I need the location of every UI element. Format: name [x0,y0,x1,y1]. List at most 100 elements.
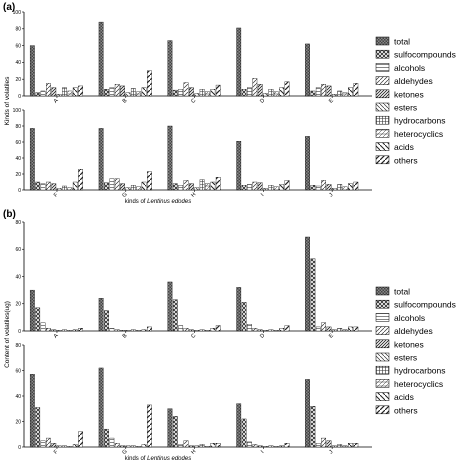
bar-aldehydes-C [183,82,189,97]
legend-label: esters [394,353,417,363]
legend-label: heterocyclics [394,129,443,139]
bar-heterocyclics-F [67,187,73,191]
bar-hydrocarbons-C [199,329,205,332]
bar-total-J [305,379,310,448]
bar-others-H [215,443,221,448]
bar-hydrocarbons-G [130,445,136,448]
bar-acids-H [210,443,216,448]
legend-swatch-acids [375,392,390,401]
bar-ketones-F [51,183,57,191]
bar-ketones-A [51,329,57,332]
bar-hydrocarbons-B [130,329,136,332]
bar-esters-E [331,94,337,97]
bar-heterocyclics-F [67,446,73,448]
bar-ketones-I [257,445,263,448]
bar-aldehydes-A [46,83,51,97]
bar-hydrocarbons-B [130,88,136,97]
y-tick-label: 0 [18,94,21,100]
bar-sulfocompounds-C [172,299,178,332]
bar-alcohols-C [178,89,184,97]
bar-alcohols-G [109,437,115,448]
bar-ketones-I [257,182,263,191]
legend-swatch-aldehydes [375,76,390,85]
bar-acids-E [348,87,353,97]
bar-others-D [284,325,290,332]
bar-heterocyclics-B [136,91,142,97]
x-axis-label-prefix: kinds of [125,199,147,205]
legend-swatch-esters [375,102,390,112]
bar-total-H [167,408,173,448]
bar-aldehydes-B [114,84,120,97]
bar-others-G [147,404,152,448]
y-tick-label: 40 [15,274,21,280]
y-tick-label: 0 [18,445,21,451]
x-axis-label: kinds of Lentinus edodes [125,456,191,462]
bar-alcohols-F [40,183,46,191]
bar-total-G [98,128,104,191]
bar-total-B [98,298,104,332]
bar-ketones-B [120,330,125,332]
bar-others-A [78,85,84,97]
bar-alcohols-I [247,441,252,448]
bar-acids-E [348,326,353,332]
y-tick-label: 100 [13,10,22,16]
bar-total-C [167,281,173,332]
bar-alcohols-H [178,185,184,191]
bar-aldehydes-G [114,443,120,448]
y-tick-label: 20 [15,302,21,308]
x-tick-label: H [190,192,197,199]
bar-sulfocompounds-J [310,406,316,448]
bar-hydrocarbons-G [130,185,136,191]
bar-esters-D [263,93,268,97]
bar-sulfocompounds-I [241,418,247,448]
bar-sulfocompounds-F [35,181,41,191]
bar-aldehydes-E [321,84,327,97]
y-tick-label: 20 [15,172,21,178]
x-tick-label: D [259,98,266,105]
bar-hydrocarbons-I [268,185,274,191]
bar-ketones-H [189,445,194,448]
bar-esters-A [56,94,62,97]
x-tick-label: I [260,449,266,455]
legend-swatch-total [375,286,390,296]
bar-esters-I [263,446,268,448]
bar-others-A [78,328,84,332]
bar-ketones-B [120,85,125,97]
y-tick-label: 0 [18,188,21,194]
bar-esters-H [194,187,200,191]
legend-label: alcohols [394,63,425,73]
bar-sulfocompounds-A [35,92,41,97]
bar-esters-F [56,188,62,191]
y-tick-label: 60 [15,247,21,253]
bar-others-B [147,70,152,97]
bar-total-D [236,27,242,97]
bar-acids-J [348,183,353,191]
bar-esters-B [125,92,131,97]
legend-label: aldehydes [394,326,433,336]
legend-swatch-alcohols [375,63,390,72]
legend-label: ketones [394,339,424,349]
bar-hydrocarbons-D [268,89,274,97]
legend-label: others [394,155,418,165]
bar-hydrocarbons-H [199,444,205,448]
bar-acids-G [141,181,147,191]
panel-label-1: (b) [3,209,16,220]
x-tick-label: D [259,333,266,340]
bar-aldehydes-D [252,328,258,332]
bar-ketones-J [326,440,332,448]
bar-total-I [236,403,242,448]
bar-alcohols-A [40,322,46,332]
bar-acids-J [348,443,353,448]
bar-others-D [284,81,290,97]
bar-ketones-D [257,84,263,97]
legend-label: sulfocompounds [394,50,456,60]
y-tick-label: 40 [15,156,21,162]
x-tick-label: J [328,192,334,198]
bar-acids-B [141,87,147,97]
y-axis-label: Kinds of volatiles [4,76,11,126]
bar-others-I [284,443,290,448]
bar-alcohols-J [315,185,321,191]
bar-hydrocarbons-C [199,89,205,97]
bar-total-D [236,287,242,332]
